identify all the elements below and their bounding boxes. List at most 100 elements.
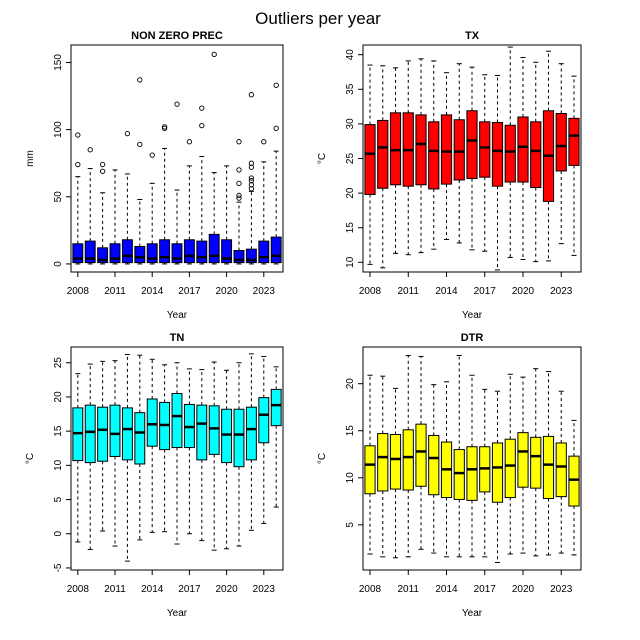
x-tick-label: 2023 xyxy=(550,584,573,595)
box-iqr xyxy=(415,423,427,487)
box-2017 xyxy=(479,388,491,558)
box-2015 xyxy=(453,63,465,244)
box-2015 xyxy=(453,354,465,558)
y-tick-label: 10 xyxy=(345,256,356,268)
x-tick-label: 2011 xyxy=(104,286,126,297)
y-tick-label: 5 xyxy=(345,522,356,528)
y-tick-label: 30 xyxy=(345,118,356,130)
outlier-point xyxy=(248,160,255,166)
box-iqr xyxy=(196,240,208,264)
chart-panel-1: NON ZERO PREC 0 50 100 150 2008 2011 2014 2017 20… xyxy=(25,30,284,321)
box-2009 xyxy=(84,363,96,550)
y-axis-label: °C xyxy=(317,453,328,464)
y-tick-label: 20 xyxy=(345,187,356,199)
box-iqr xyxy=(97,247,109,264)
box-2021 xyxy=(233,139,245,265)
box-2018 xyxy=(491,74,504,271)
y-tick-label: 25 xyxy=(53,357,64,369)
y-tick-label: 10 xyxy=(53,459,64,471)
box-2011 xyxy=(402,354,414,558)
box-2013 xyxy=(428,384,440,554)
box-iqr xyxy=(121,239,133,264)
box-2010 xyxy=(97,161,109,265)
chart-panel-3: TN -5 0 5 10 15 20 25 2008 2011 2014 2017 2020 2023 Ye… xyxy=(25,332,284,619)
box-2021 xyxy=(530,368,542,557)
box-2022 xyxy=(542,50,555,262)
box-iqr xyxy=(84,404,96,464)
outlier-point xyxy=(161,124,168,130)
x-tick-label: 2023 xyxy=(550,286,573,297)
box-2009 xyxy=(84,147,96,265)
x-tick-label: 2017 xyxy=(178,286,201,297)
box-2010 xyxy=(389,67,402,254)
box-iqr xyxy=(504,438,516,499)
box-iqr xyxy=(364,445,376,495)
outlier-point xyxy=(124,131,131,137)
panel-title: TN xyxy=(170,332,185,344)
y-axis-label: mm xyxy=(25,150,36,167)
y-tick-label: 15 xyxy=(345,425,356,437)
outlier-point xyxy=(87,147,93,153)
box-iqr xyxy=(208,405,220,455)
box-2014 xyxy=(440,72,453,240)
box-2012 xyxy=(121,354,133,562)
box-2017 xyxy=(183,368,195,535)
plot-frame xyxy=(70,346,284,571)
box-iqr xyxy=(440,114,453,185)
box-2018 xyxy=(196,105,208,265)
y-axis-label: °C xyxy=(317,153,328,164)
box-iqr xyxy=(233,408,245,468)
outlier-point xyxy=(149,152,155,158)
y-tick-label: -5 xyxy=(53,563,64,572)
box-2012 xyxy=(121,131,133,265)
box-2024 xyxy=(568,75,580,256)
box-2014 xyxy=(146,152,158,265)
panel-title: NON ZERO PREC xyxy=(131,30,223,42)
outlier-point xyxy=(99,161,106,168)
box-iqr xyxy=(517,432,529,488)
x-axis-label: Year xyxy=(462,608,483,619)
outlier-point xyxy=(137,77,143,83)
x-axis-label: Year xyxy=(167,608,188,619)
box-2023 xyxy=(258,139,270,265)
outlier-point xyxy=(236,195,242,201)
box-iqr xyxy=(568,455,580,507)
x-tick-label: 2014 xyxy=(435,584,458,595)
y-tick-label: 50 xyxy=(53,191,64,203)
x-tick-label: 2014 xyxy=(435,286,458,297)
box-iqr xyxy=(555,113,567,172)
y-tick-label: 0 xyxy=(53,261,64,267)
box-iqr xyxy=(555,442,567,498)
box-2012 xyxy=(415,58,427,254)
outlier-point xyxy=(186,139,193,145)
x-tick-label: 2020 xyxy=(215,286,238,297)
outlier-point xyxy=(75,161,81,168)
box-iqr xyxy=(97,406,109,462)
y-tick-label: 15 xyxy=(53,425,64,437)
panel-title: DTR xyxy=(461,332,484,344)
y-tick-label: 150 xyxy=(53,54,64,71)
outlier-point xyxy=(236,167,242,173)
box-iqr xyxy=(84,240,96,264)
box-iqr xyxy=(134,412,146,465)
box-iqr xyxy=(491,122,504,187)
y-tick-label: 10 xyxy=(345,472,356,484)
box-iqr xyxy=(453,449,465,500)
y-tick-label: 25 xyxy=(345,153,356,165)
box-iqr xyxy=(258,240,270,264)
box-2011 xyxy=(109,169,121,265)
outlier-point xyxy=(261,139,267,145)
box-2011 xyxy=(109,360,121,547)
box-2019 xyxy=(504,46,516,258)
box-2020 xyxy=(517,56,529,261)
x-tick-label: 2017 xyxy=(474,584,497,595)
box-iqr xyxy=(568,117,580,166)
box-2013 xyxy=(134,77,146,265)
box-2013 xyxy=(428,60,440,250)
box-iqr xyxy=(530,436,542,489)
outlier-point xyxy=(273,82,279,88)
outlier-point xyxy=(211,51,217,58)
outlier-point xyxy=(248,175,255,181)
